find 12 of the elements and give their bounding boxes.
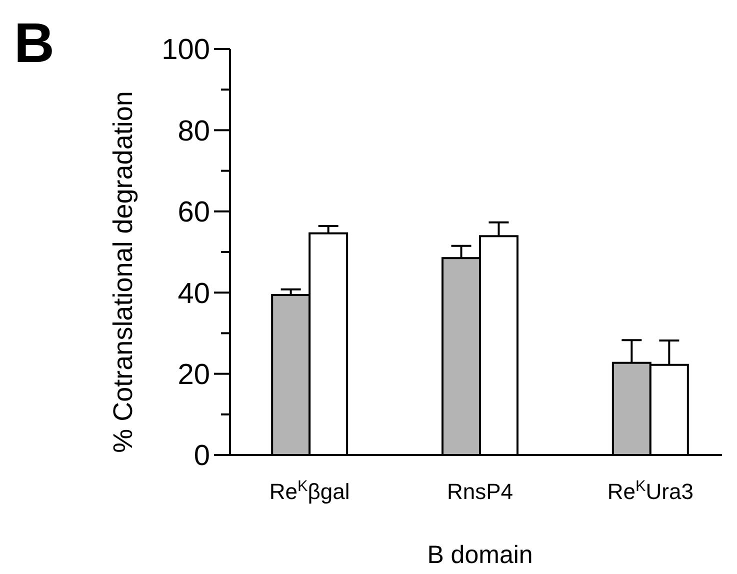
x-tick-label: Re$^{K}$Ura3 <box>607 478 694 504</box>
x-tick-label: RnsP4 <box>446 479 514 504</box>
y-tick-label: 60 <box>178 196 210 229</box>
x-tick-label: Re$^{K}$βgal <box>269 478 350 504</box>
text: B <box>14 11 54 74</box>
x-axis-title: B domain <box>427 541 533 569</box>
y-tick-label: 40 <box>178 278 210 310</box>
y-tick-label: 20 <box>178 358 210 391</box>
y-axis-title: % Cotranslational degradation <box>108 91 138 453</box>
y-tick-label: 80 <box>178 115 210 148</box>
y-tick-label: 0 <box>194 440 210 472</box>
y-tick-label: 100 <box>162 34 210 66</box>
